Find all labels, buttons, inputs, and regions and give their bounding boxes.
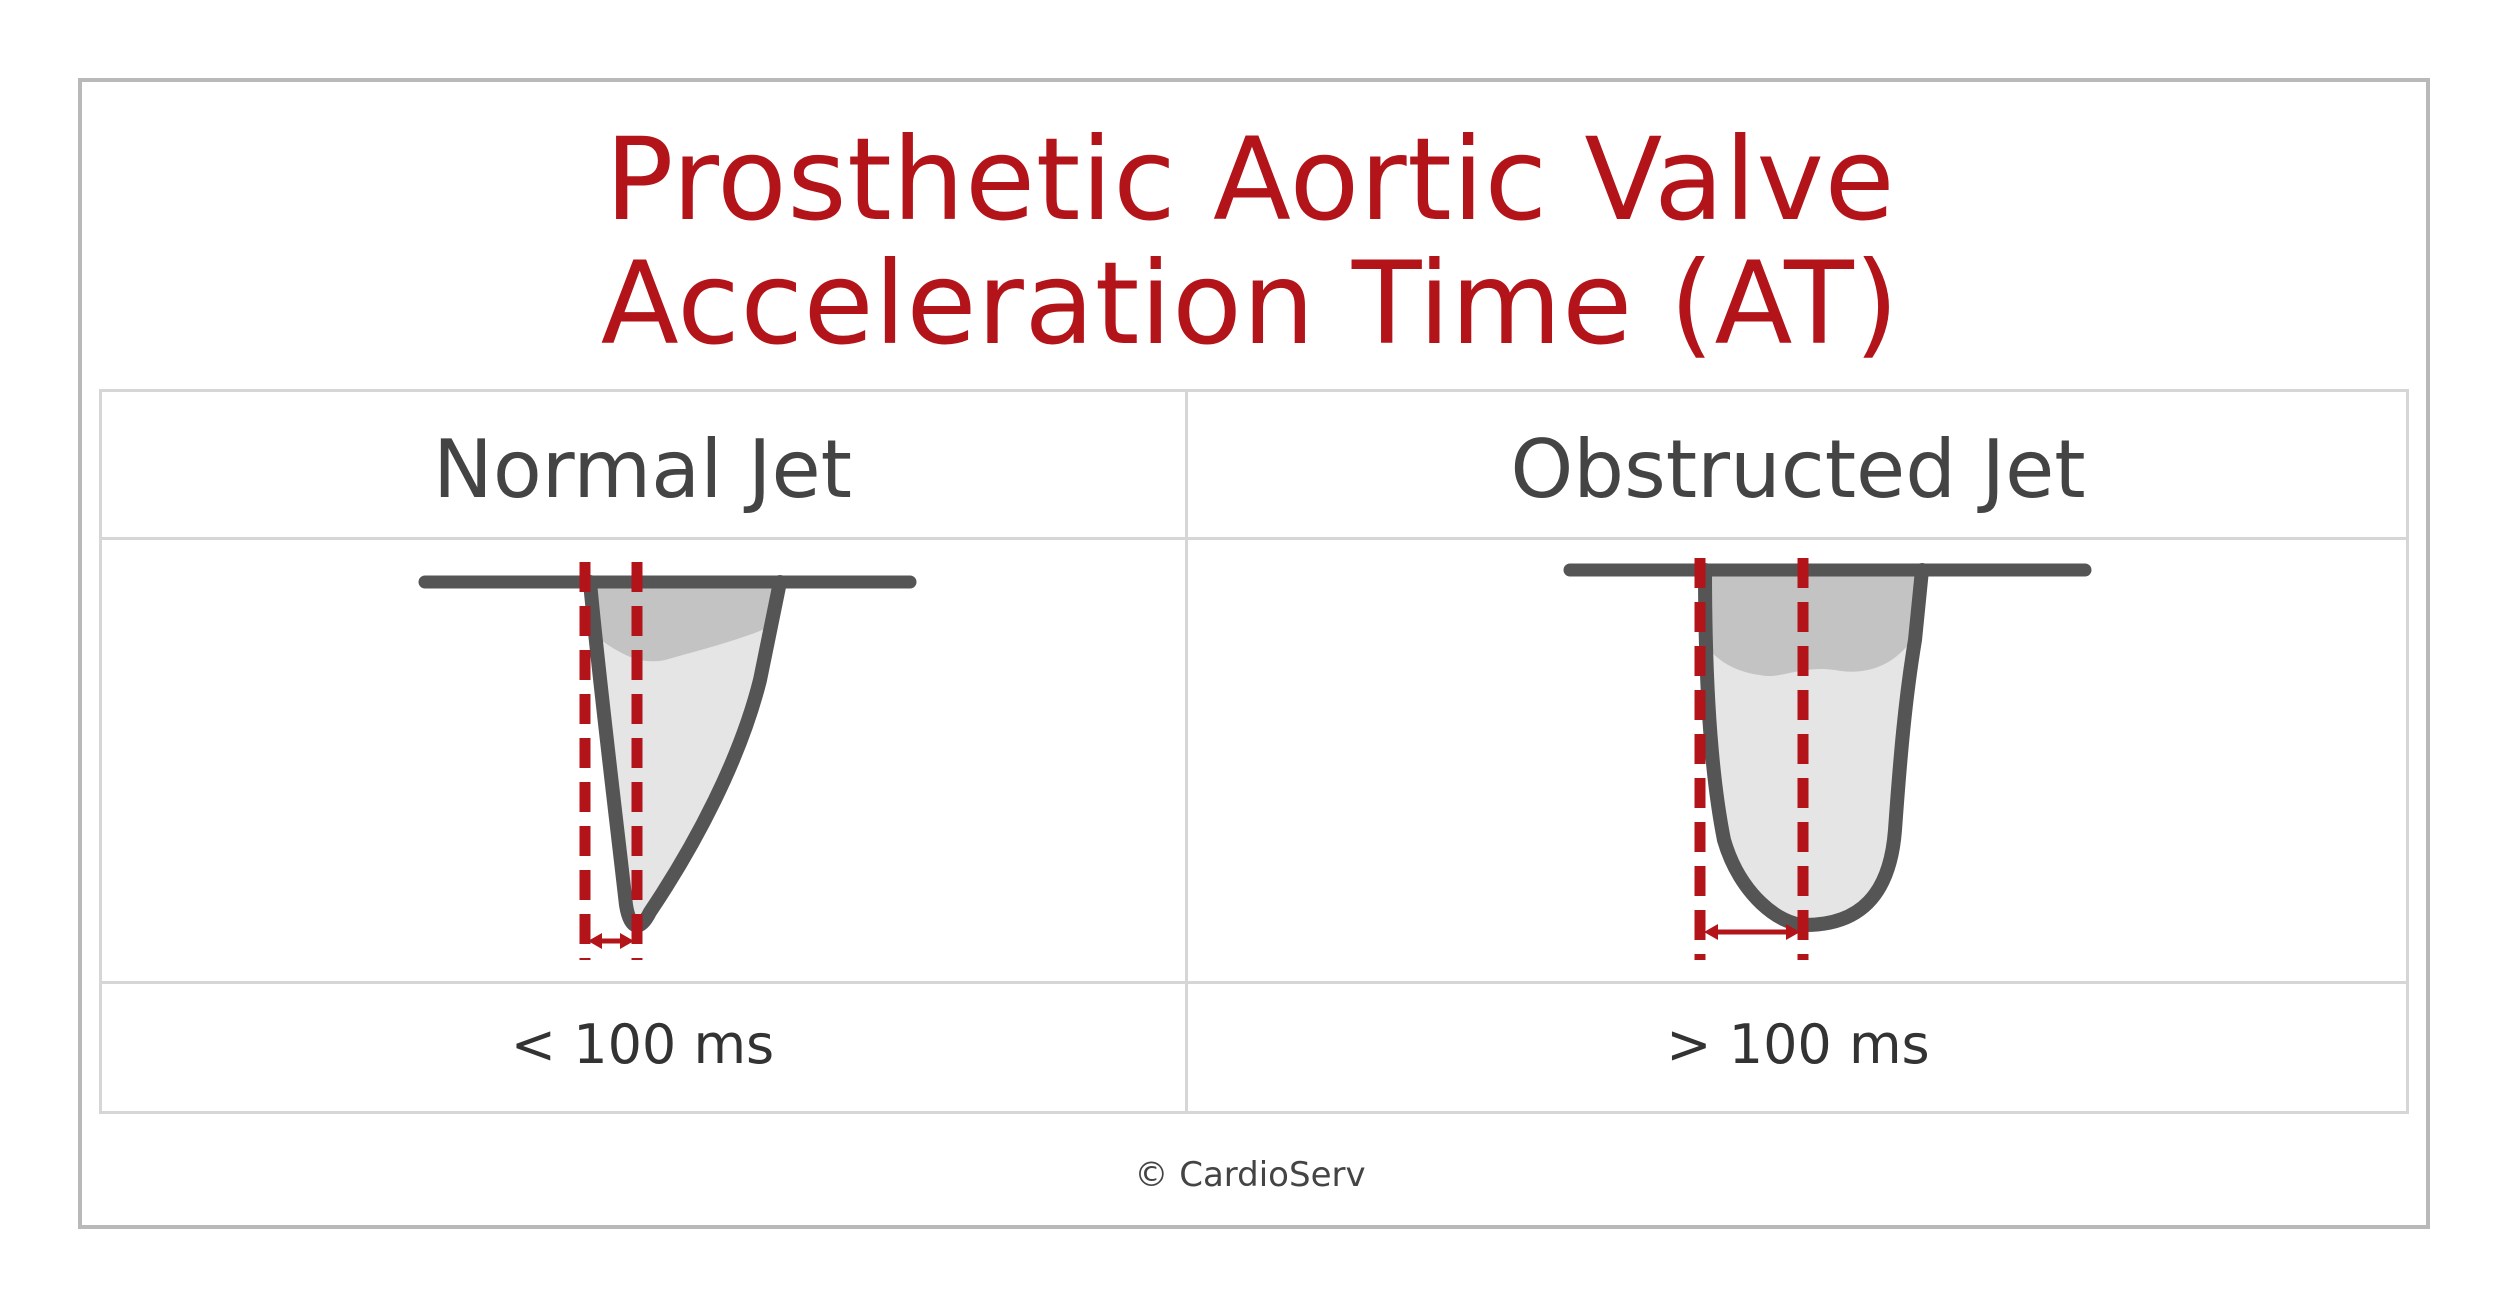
normal-at-arrowhead-right xyxy=(620,933,634,949)
column-value-normal: < 100 ms xyxy=(510,1013,775,1076)
table-divider-column xyxy=(1185,389,1188,1114)
obstructed-jet-peak-shading xyxy=(1705,570,1922,677)
normal-jet-diagram xyxy=(418,562,917,960)
comparison-table xyxy=(99,389,2409,1114)
column-heading-obstructed: Obstructed Jet xyxy=(1510,423,2086,516)
figure-frame xyxy=(78,78,2430,1229)
obstructed-jet-diagram xyxy=(1563,558,2092,960)
table-divider-footer xyxy=(99,981,2409,984)
table-divider-header xyxy=(99,537,2409,540)
copyright-notice: © CardioServ xyxy=(1134,1155,1366,1195)
obstructed-at-arrowhead-right xyxy=(1786,924,1800,940)
title-line-2: Acceleration Time (AT) xyxy=(600,237,1900,370)
column-value-obstructed: > 100 ms xyxy=(1666,1013,1930,1076)
normal-at-arrowhead-left xyxy=(588,933,602,949)
obstructed-at-arrowhead-left xyxy=(1704,924,1718,940)
figure-title: Prosthetic Aortic Valve Acceleration Tim… xyxy=(0,118,2500,366)
title-line-1: Prosthetic Aortic Valve xyxy=(604,113,1896,246)
column-heading-normal: Normal Jet xyxy=(432,423,853,516)
normal-jet-peak-shading xyxy=(590,582,780,662)
